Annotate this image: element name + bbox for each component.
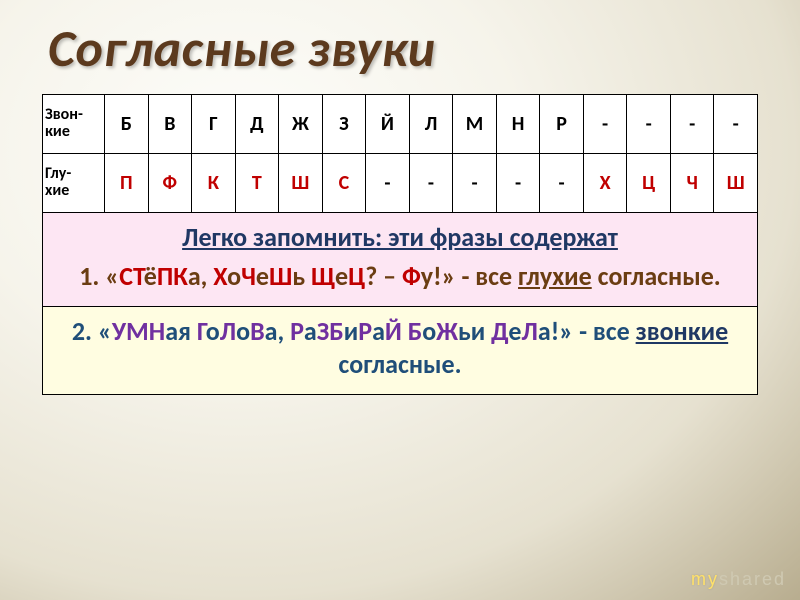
- cell: Д: [235, 95, 279, 154]
- cell: Ц: [627, 154, 671, 213]
- cell: Ш: [714, 154, 758, 213]
- cell: Х: [583, 154, 627, 213]
- watermark-b: shared: [719, 569, 786, 589]
- cell: -: [583, 95, 627, 154]
- cell: Т: [235, 154, 279, 213]
- row-voiceless: Глу-хие П Ф К Т Ш С - - - - - Х Ц Ч Ш: [43, 154, 758, 213]
- cell: Р: [540, 95, 584, 154]
- cell: Л: [409, 95, 453, 154]
- cell: -: [540, 154, 584, 213]
- cell: Ф: [148, 154, 192, 213]
- cell: -: [670, 95, 714, 154]
- cell: К: [192, 154, 236, 213]
- cell: -: [496, 154, 540, 213]
- note-a-body: 1. «СТёПКа, ХоЧеШь ЩеЦ? – Фу!» - все глу…: [53, 260, 747, 293]
- cell: -: [453, 154, 497, 213]
- row-voiced: Звон-кие Б В Г Д Ж З Й Л М Н Р - - - -: [43, 95, 758, 154]
- cell: Й: [366, 95, 410, 154]
- slide: Согласные звуки Звон-кие Б В Г Д Ж З Й Л…: [0, 0, 800, 600]
- cell: -: [366, 154, 410, 213]
- cell: М: [453, 95, 497, 154]
- note-row-a: Легко запомнить: эти фразы содержат 1. «…: [43, 213, 758, 307]
- cell: Ч: [670, 154, 714, 213]
- cell: З: [322, 95, 366, 154]
- cell: Ж: [279, 95, 323, 154]
- consonants-table: Звон-кие Б В Г Д Ж З Й Л М Н Р - - - - Г…: [42, 94, 758, 395]
- note-a-head: Легко запомнить: эти фразы содержат: [53, 221, 747, 254]
- row-voiceless-label: Глу-хие: [43, 154, 105, 213]
- cell: Н: [496, 95, 540, 154]
- watermark-a: my: [691, 569, 719, 589]
- cell: -: [627, 95, 671, 154]
- cell: -: [714, 95, 758, 154]
- cell: С: [322, 154, 366, 213]
- cell: В: [148, 95, 192, 154]
- cell: П: [105, 154, 149, 213]
- note-b-body: 2. «УМНая ГоЛоВа, РаЗБиРаЙ БоЖьи ДеЛа!» …: [53, 315, 747, 380]
- page-title: Согласные звуки: [48, 16, 758, 80]
- note-b: 2. «УМНая ГоЛоВа, РаЗБиРаЙ БоЖьи ДеЛа!» …: [43, 307, 758, 395]
- note-a: Легко запомнить: эти фразы содержат 1. «…: [43, 213, 758, 307]
- cell: Г: [192, 95, 236, 154]
- watermark: myshared: [691, 569, 786, 590]
- note-row-b: 2. «УМНая ГоЛоВа, РаЗБиРаЙ БоЖьи ДеЛа!» …: [43, 307, 758, 395]
- row-voiced-label: Звон-кие: [43, 95, 105, 154]
- cell: Б: [105, 95, 149, 154]
- cell: -: [409, 154, 453, 213]
- cell: Ш: [279, 154, 323, 213]
